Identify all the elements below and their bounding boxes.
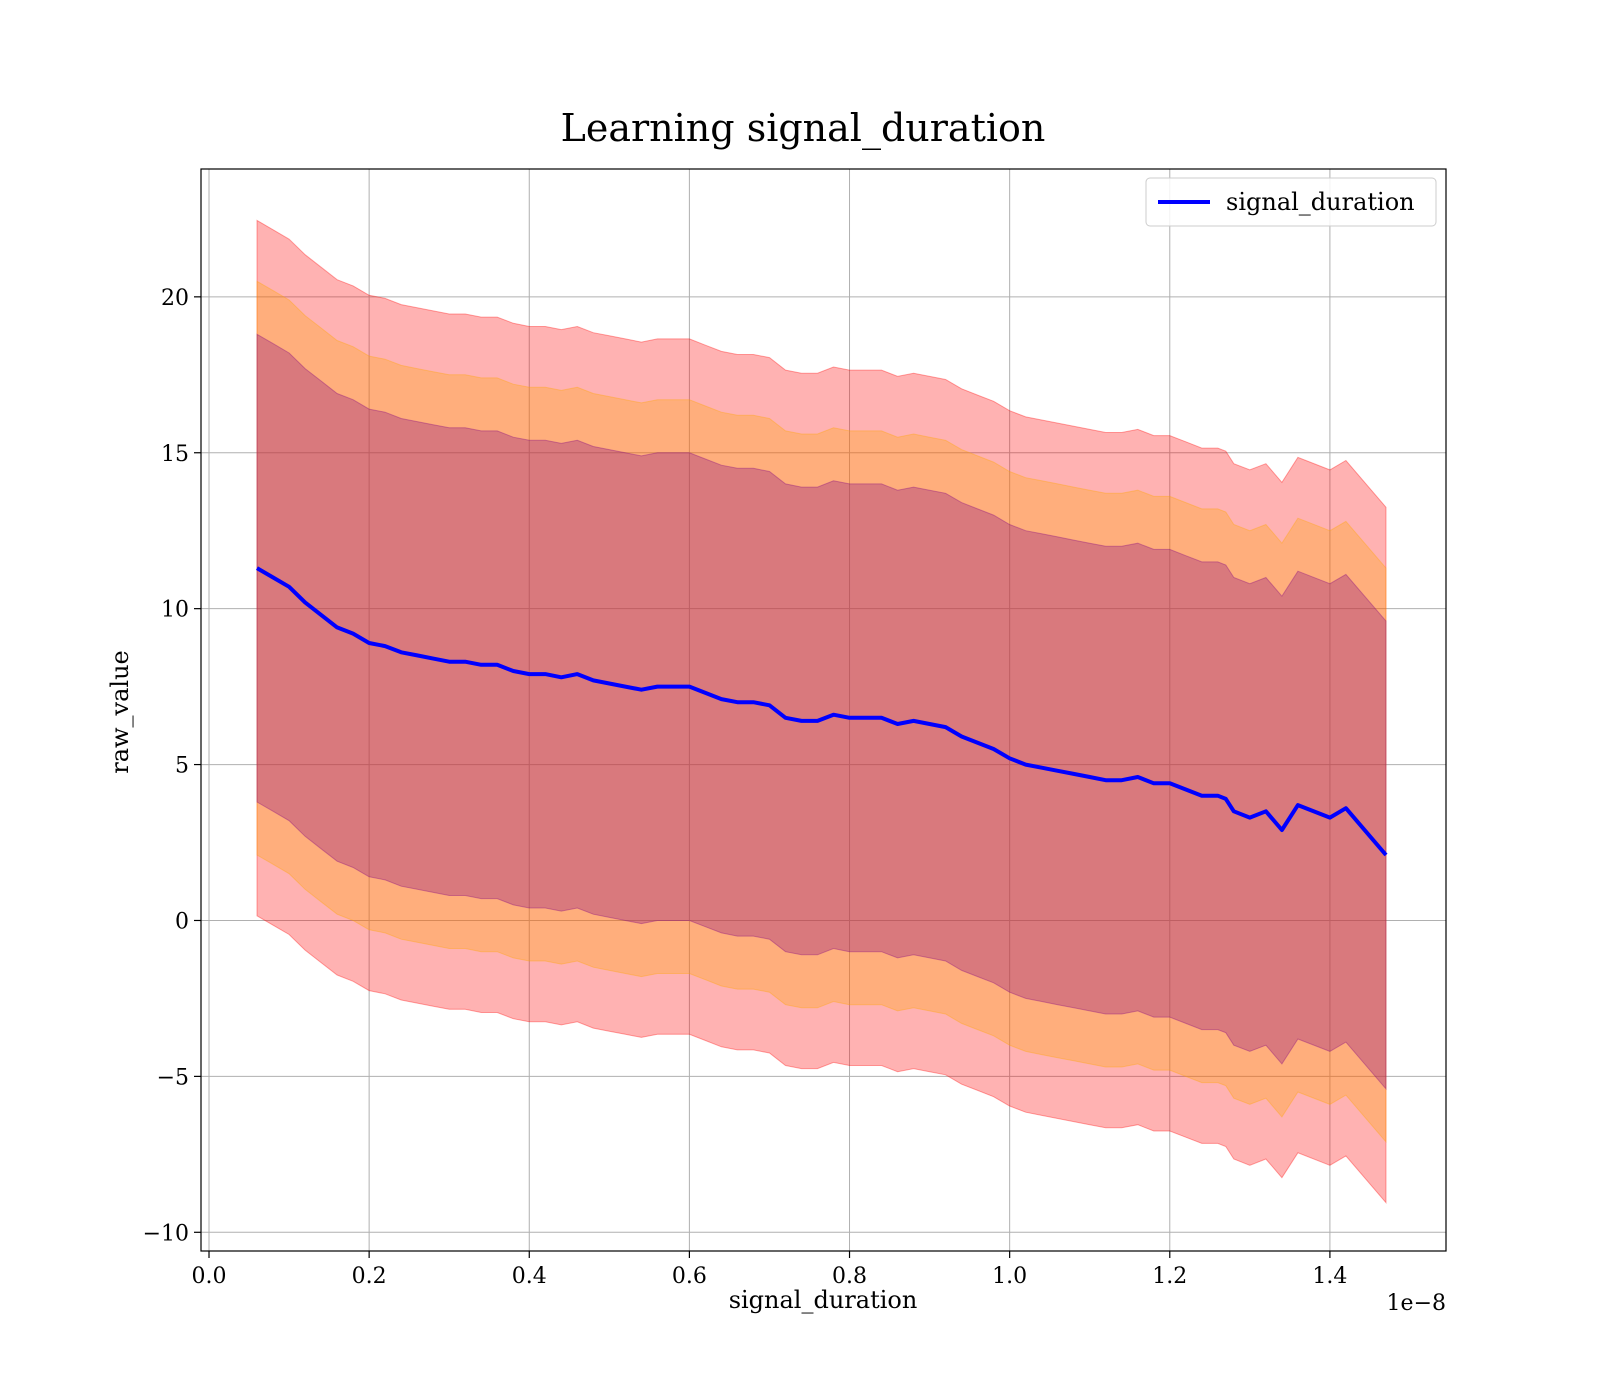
chart-title: Learning signal_duration — [561, 106, 1046, 151]
y-tick-label: 10 — [161, 598, 189, 623]
confidence-band-1 — [256, 219, 1387, 1205]
x-tick-label: 1.2 — [1152, 1264, 1187, 1289]
x-axis-offset-label: 1e−8 — [1387, 1291, 1446, 1316]
y-tick-label: 5 — [175, 754, 189, 779]
legend-box — [1145, 177, 1437, 227]
y-axis-label: raw_value — [106, 650, 134, 774]
y-tick-label: −5 — [157, 1065, 189, 1090]
series-line-signal-duration — [255, 566, 1388, 857]
x-tick-label: 0.8 — [832, 1264, 867, 1289]
legend: signal_duration — [1145, 177, 1437, 227]
y-tick-label: 0 — [175, 909, 189, 934]
confidence-bands — [256, 219, 1387, 1205]
plot-frame — [200, 168, 1447, 1252]
plot-area — [200, 168, 1447, 1252]
x-tick-label: 0.2 — [352, 1264, 387, 1289]
x-tick-label: 0.0 — [192, 1264, 227, 1289]
confidence-band-3 — [256, 333, 1387, 1091]
grid — [201, 169, 1446, 1251]
x-axis-label: signal_duration — [729, 1286, 918, 1314]
y-tick-label: 15 — [161, 442, 189, 467]
y-axis-ticks: −10 −5 0 5 10 15 20 — [143, 286, 201, 1246]
confidence-band-2 — [256, 280, 1387, 1144]
x-tick-label: 0.4 — [512, 1264, 547, 1289]
y-tick-label: −10 — [143, 1221, 189, 1246]
x-tick-label: 1.4 — [1312, 1264, 1347, 1289]
x-tick-label: 0.6 — [672, 1264, 707, 1289]
legend-entry-signal-duration: signal_duration — [1226, 188, 1415, 216]
x-tick-label: 1.0 — [992, 1264, 1027, 1289]
x-axis-ticks: 0.0 0.2 0.4 0.6 0.8 1.0 1.2 1.4 — [192, 1251, 1347, 1289]
y-tick-label: 20 — [161, 286, 189, 311]
